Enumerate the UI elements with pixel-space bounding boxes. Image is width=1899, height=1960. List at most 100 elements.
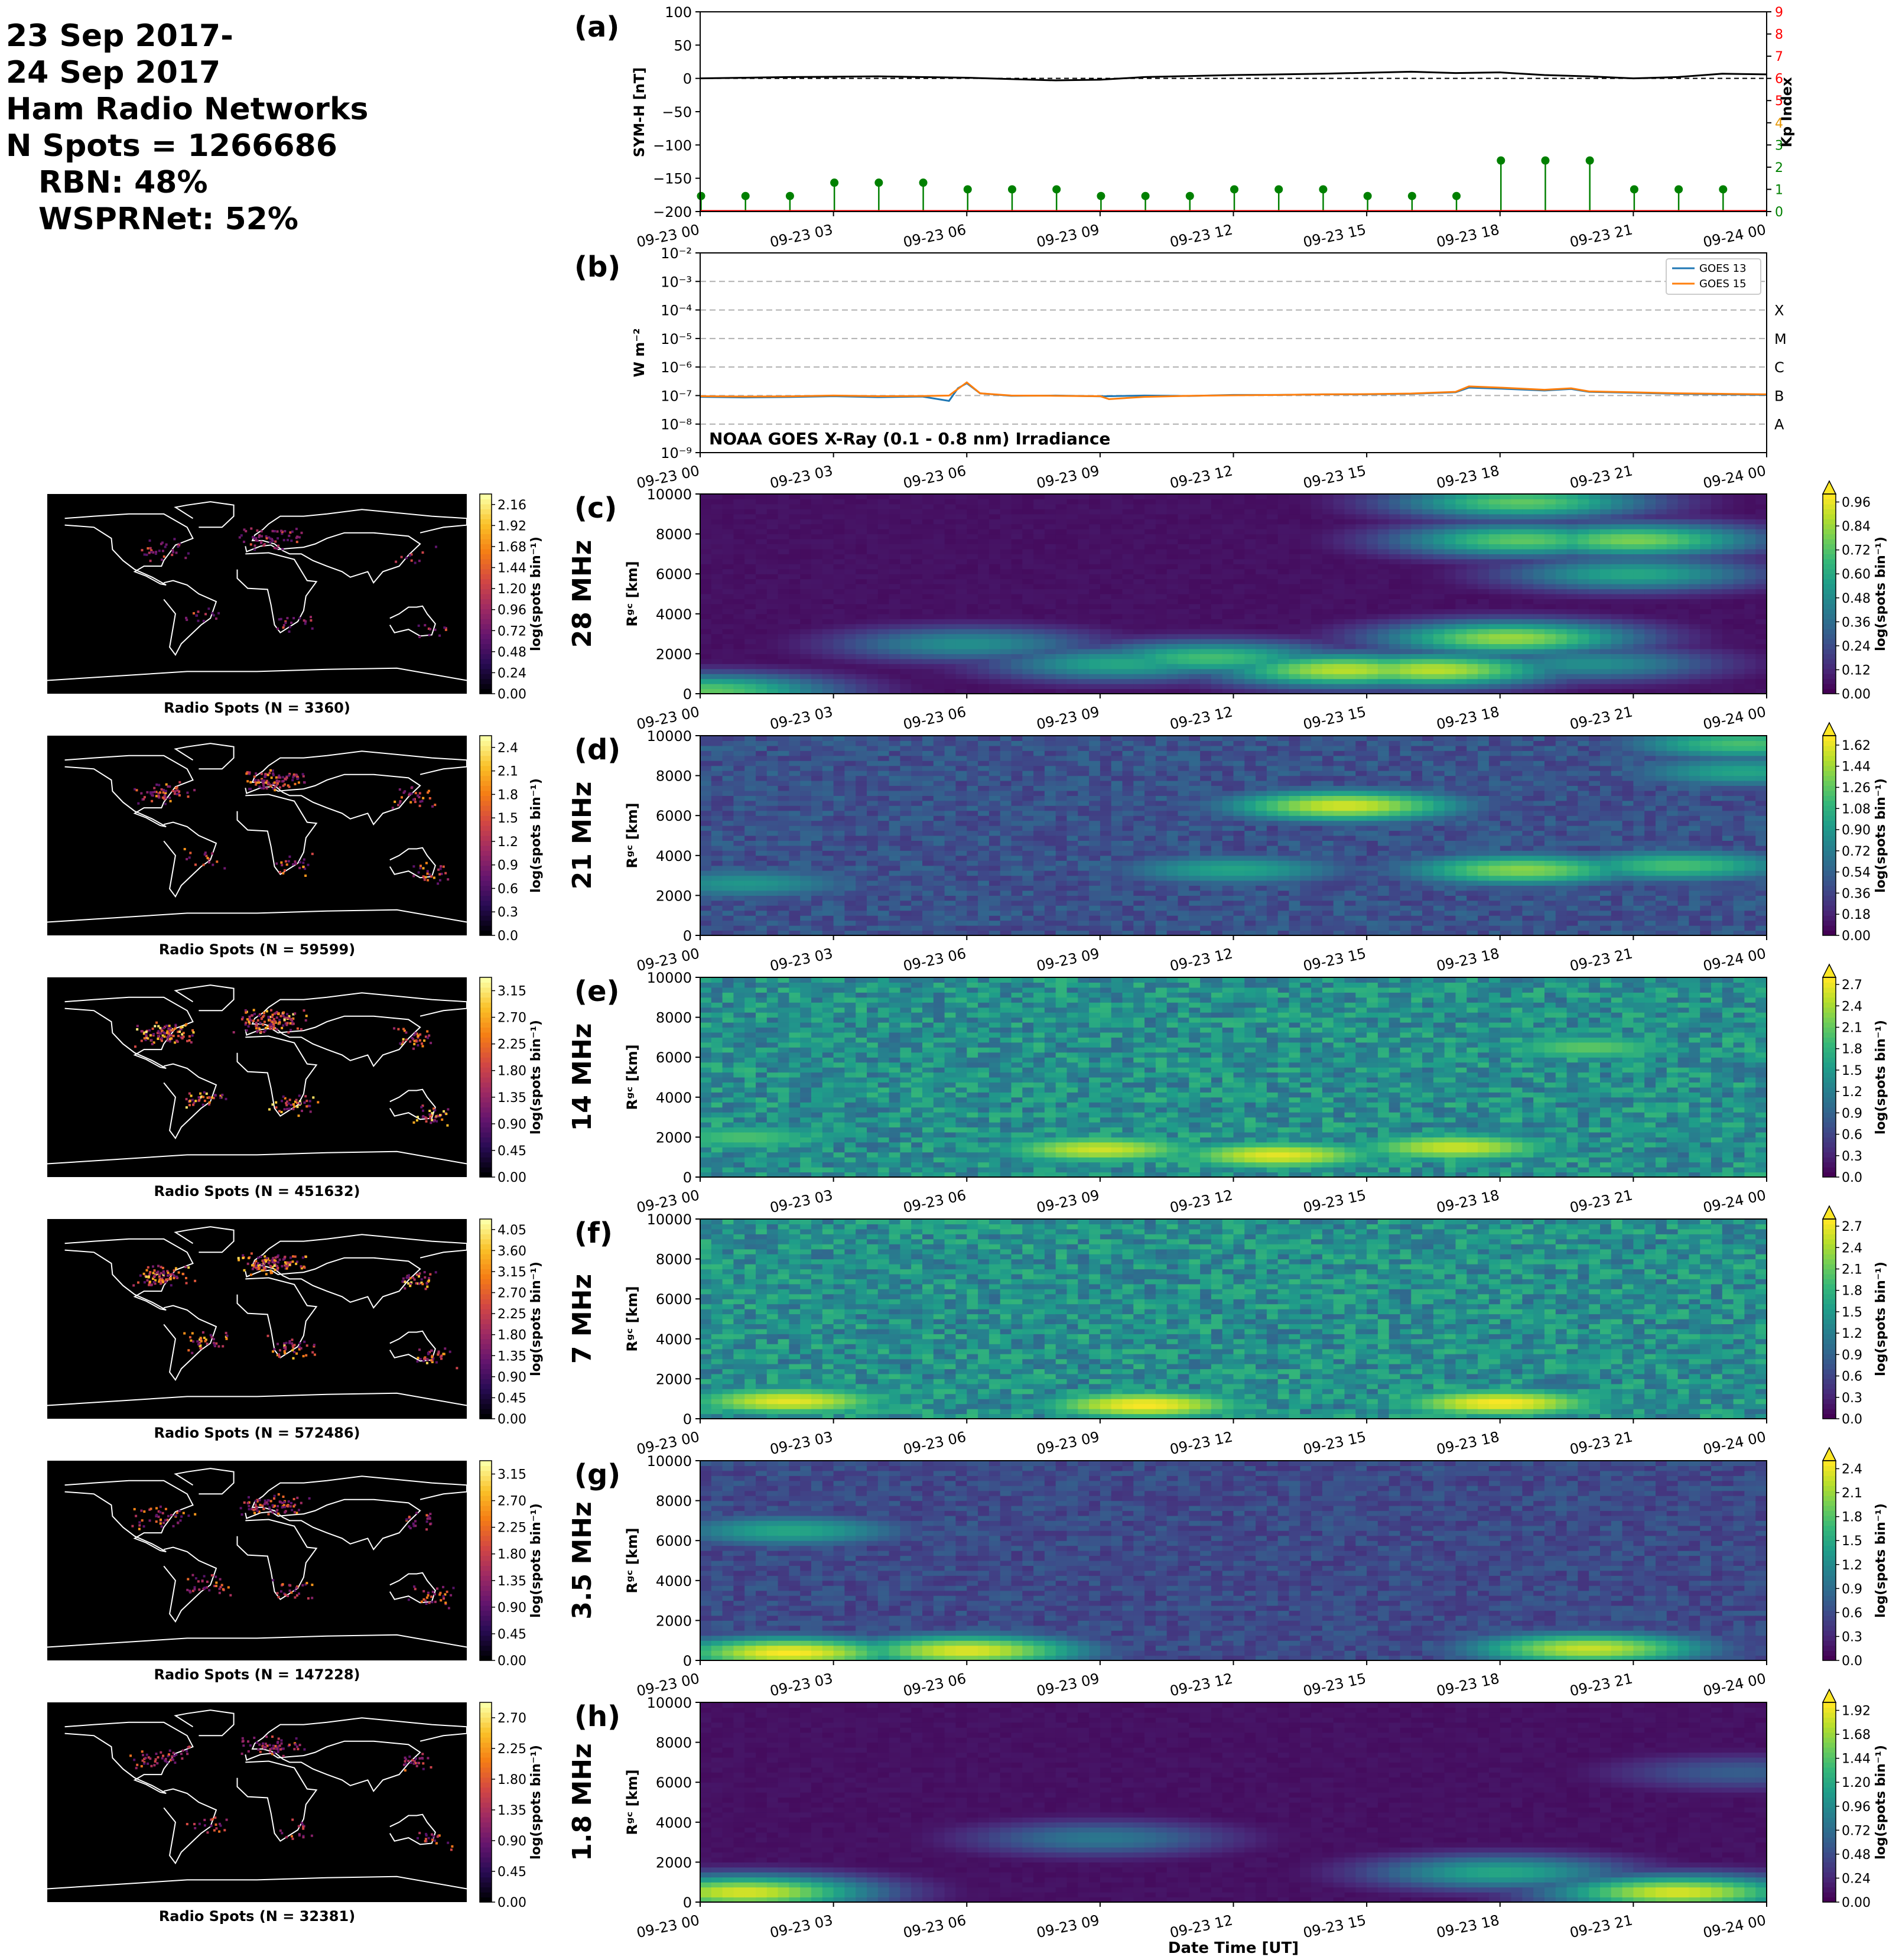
heatmap-cell xyxy=(1522,513,1534,519)
heatmap-cell xyxy=(1444,633,1456,639)
heatmap-cell xyxy=(1089,544,1101,550)
heatmap-cell xyxy=(822,534,834,539)
heatmap-cell xyxy=(733,865,745,871)
heatmap-cell xyxy=(1100,558,1112,564)
heatmap-cell xyxy=(944,623,956,629)
heatmap-cell xyxy=(955,633,967,639)
heatmap-cell xyxy=(800,865,812,871)
heatmap-cell xyxy=(789,830,801,836)
heatmap-cell xyxy=(1311,589,1323,594)
heatmap-cell xyxy=(1377,643,1390,649)
heatmap-cell xyxy=(1533,564,1545,570)
heatmap-cell xyxy=(1200,513,1212,519)
map-colorbar-segment xyxy=(480,623,492,629)
heatmap-cell xyxy=(978,649,990,654)
heatmap-cell xyxy=(744,544,756,550)
heatmap-cell xyxy=(756,519,768,525)
heatmap-cell xyxy=(1600,574,1612,580)
heatmap-cell xyxy=(1466,619,1478,625)
radio-spot xyxy=(292,617,295,620)
heatmap-cell xyxy=(1389,584,1401,590)
heatmap-cell xyxy=(1377,623,1390,629)
heatmap-cell xyxy=(1222,629,1234,635)
heatmap-cell xyxy=(1566,589,1578,594)
heatmap-cell xyxy=(1466,574,1478,580)
y-tick-label: −150 xyxy=(653,171,692,187)
heatmap-cell xyxy=(833,599,845,604)
heatmap-cell xyxy=(877,494,890,499)
heatmap-cell xyxy=(1744,594,1756,599)
radio-spot xyxy=(429,628,432,630)
heatmap-cell xyxy=(1377,688,1390,694)
heatmap-cell xyxy=(933,619,945,625)
heatmap-cell xyxy=(1422,623,1434,629)
heatmap-cell xyxy=(1355,668,1367,674)
heatmap-cell xyxy=(744,578,756,584)
heatmap-cell xyxy=(1044,539,1056,544)
heatmap-cell xyxy=(955,639,967,644)
heatmap-cell xyxy=(844,668,856,674)
heatmap-cell xyxy=(744,830,756,836)
heatmap-cell xyxy=(1478,578,1490,584)
heatmap-cell xyxy=(1011,558,1023,564)
heatmap-cell xyxy=(1100,658,1112,664)
heatmap-cell xyxy=(711,740,723,746)
heatmap-cell xyxy=(756,589,768,594)
heatmap-cell xyxy=(744,810,756,816)
radio-spot xyxy=(414,561,417,564)
heatmap-cell xyxy=(1266,568,1279,574)
heatmap-cell xyxy=(844,589,856,594)
heatmap-cell xyxy=(700,678,712,684)
heatmap-cell xyxy=(1200,623,1212,629)
heatmap-cell xyxy=(1022,524,1034,529)
heatmap-cell xyxy=(1656,678,1667,684)
heatmap-cell xyxy=(1033,674,1045,680)
heatmap-cell xyxy=(811,765,823,771)
heatmap-cell xyxy=(1488,578,1501,584)
heatmap-cell xyxy=(811,795,823,801)
heatmap-cell xyxy=(1256,549,1267,554)
heatmap-cell xyxy=(1022,664,1034,669)
heatmap-cell xyxy=(856,674,867,680)
heatmap-cell xyxy=(1622,578,1634,584)
heatmap-cell xyxy=(1211,494,1223,499)
heatmap-cell xyxy=(789,534,801,539)
heatmap-cell xyxy=(978,519,990,525)
heatmap-cell xyxy=(1511,554,1523,560)
heatmap-cell xyxy=(778,609,789,615)
heatmap-cell xyxy=(1344,654,1356,659)
heatmap-cell xyxy=(1322,658,1334,664)
colorbar-tick-label: 0.48 xyxy=(1842,591,1871,606)
heatmap-cell xyxy=(967,549,978,554)
heatmap-cell xyxy=(1322,564,1334,570)
heatmap-cell xyxy=(1578,649,1589,654)
heatmap-cell xyxy=(833,815,845,821)
heatmap-cell xyxy=(1344,609,1356,615)
heatmap-cell xyxy=(756,771,768,776)
map-colorbar-segment xyxy=(480,643,492,649)
heatmap-cell xyxy=(944,503,956,509)
heatmap-cell xyxy=(1044,613,1056,619)
heatmap-cell xyxy=(789,524,801,529)
heatmap-cell xyxy=(1089,568,1101,574)
heatmap-cell xyxy=(778,529,789,535)
heatmap-cell xyxy=(1566,584,1578,590)
colorbar-tick-label: 0.96 xyxy=(1842,496,1871,511)
radio-spot xyxy=(253,544,256,547)
heatmap-cell xyxy=(867,920,879,926)
heatmap-cell xyxy=(889,599,900,604)
heatmap-cell xyxy=(733,840,745,846)
heatmap-cell xyxy=(1656,623,1667,629)
heatmap-cell xyxy=(1422,564,1434,570)
heatmap-cell xyxy=(1533,503,1545,509)
heatmap-cell xyxy=(1189,623,1201,629)
heatmap-cell xyxy=(1478,629,1490,635)
heatmap-cell xyxy=(711,810,723,816)
heatmap-cell xyxy=(1722,494,1734,499)
heatmap-cell xyxy=(833,564,845,570)
heatmap-cell xyxy=(1722,654,1734,659)
heatmap-cell xyxy=(800,603,812,609)
heatmap-cell xyxy=(733,674,745,680)
heatmap-cell xyxy=(1211,578,1223,584)
heatmap-cell xyxy=(1355,539,1367,544)
